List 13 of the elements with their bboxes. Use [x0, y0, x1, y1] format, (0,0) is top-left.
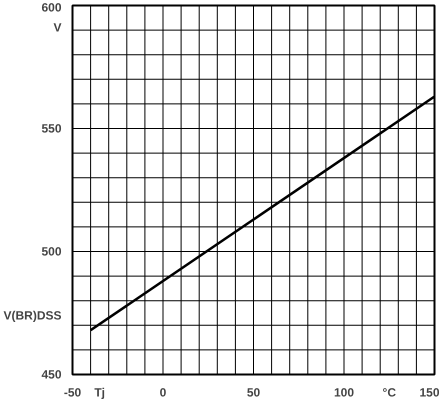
x-tick-label: °C [382, 386, 396, 400]
y-tick-label: V(BR)DSS [4, 308, 62, 322]
y-tick-label: 550 [41, 122, 62, 136]
y-tick-label: 500 [41, 244, 62, 258]
y-tick-label: 450 [41, 368, 62, 382]
x-tick-label: 150 [419, 386, 439, 400]
x-tick-label: -50 [64, 386, 82, 400]
x-tick-label: Tj [94, 386, 105, 400]
x-tick-label: 100 [334, 386, 354, 400]
y-tick-label: V [53, 20, 62, 35]
y-tick-label: 600 [41, 0, 62, 14]
x-tick-label: 50 [246, 386, 260, 400]
x-tick-label: 0 [160, 386, 167, 400]
